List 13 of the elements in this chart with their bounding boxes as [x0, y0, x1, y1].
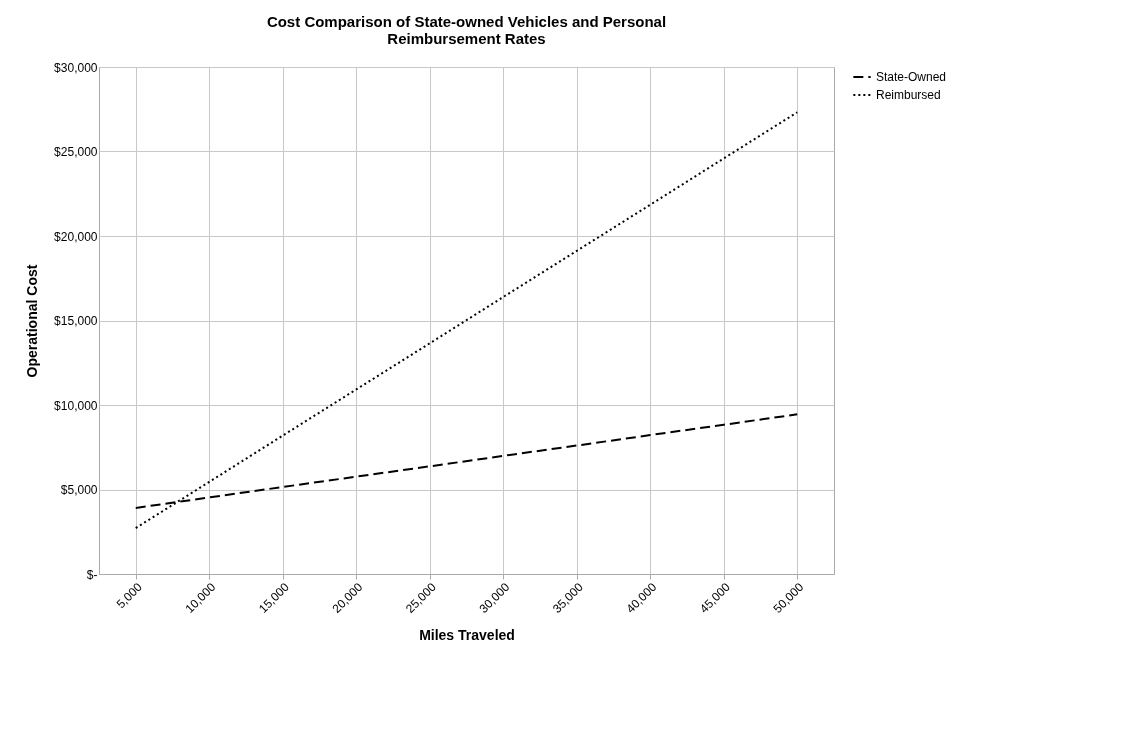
y-axis-title: Operational Cost — [24, 264, 41, 378]
y-tick-label: $25,000 — [54, 145, 98, 159]
line-series — [134, 111, 799, 530]
legend-label: State-Owned — [876, 70, 947, 84]
y-tick-label: $5,000 — [60, 483, 98, 497]
y-tick-label: $20,000 — [54, 229, 98, 244]
chart-title: Cost Comparison of State-owned Vehicles and Personal Reimbursement Rates — [266, 13, 667, 47]
x-axis-title: Miles Traveled — [419, 627, 515, 644]
y-tick-label: $10,000 — [54, 398, 98, 413]
y-tick-label: $30,000 — [54, 60, 98, 75]
y-tick-label: $15,000 — [54, 314, 98, 328]
y-tick-label: $- — [86, 567, 98, 582]
legend-label: Reimbursed — [876, 88, 941, 102]
